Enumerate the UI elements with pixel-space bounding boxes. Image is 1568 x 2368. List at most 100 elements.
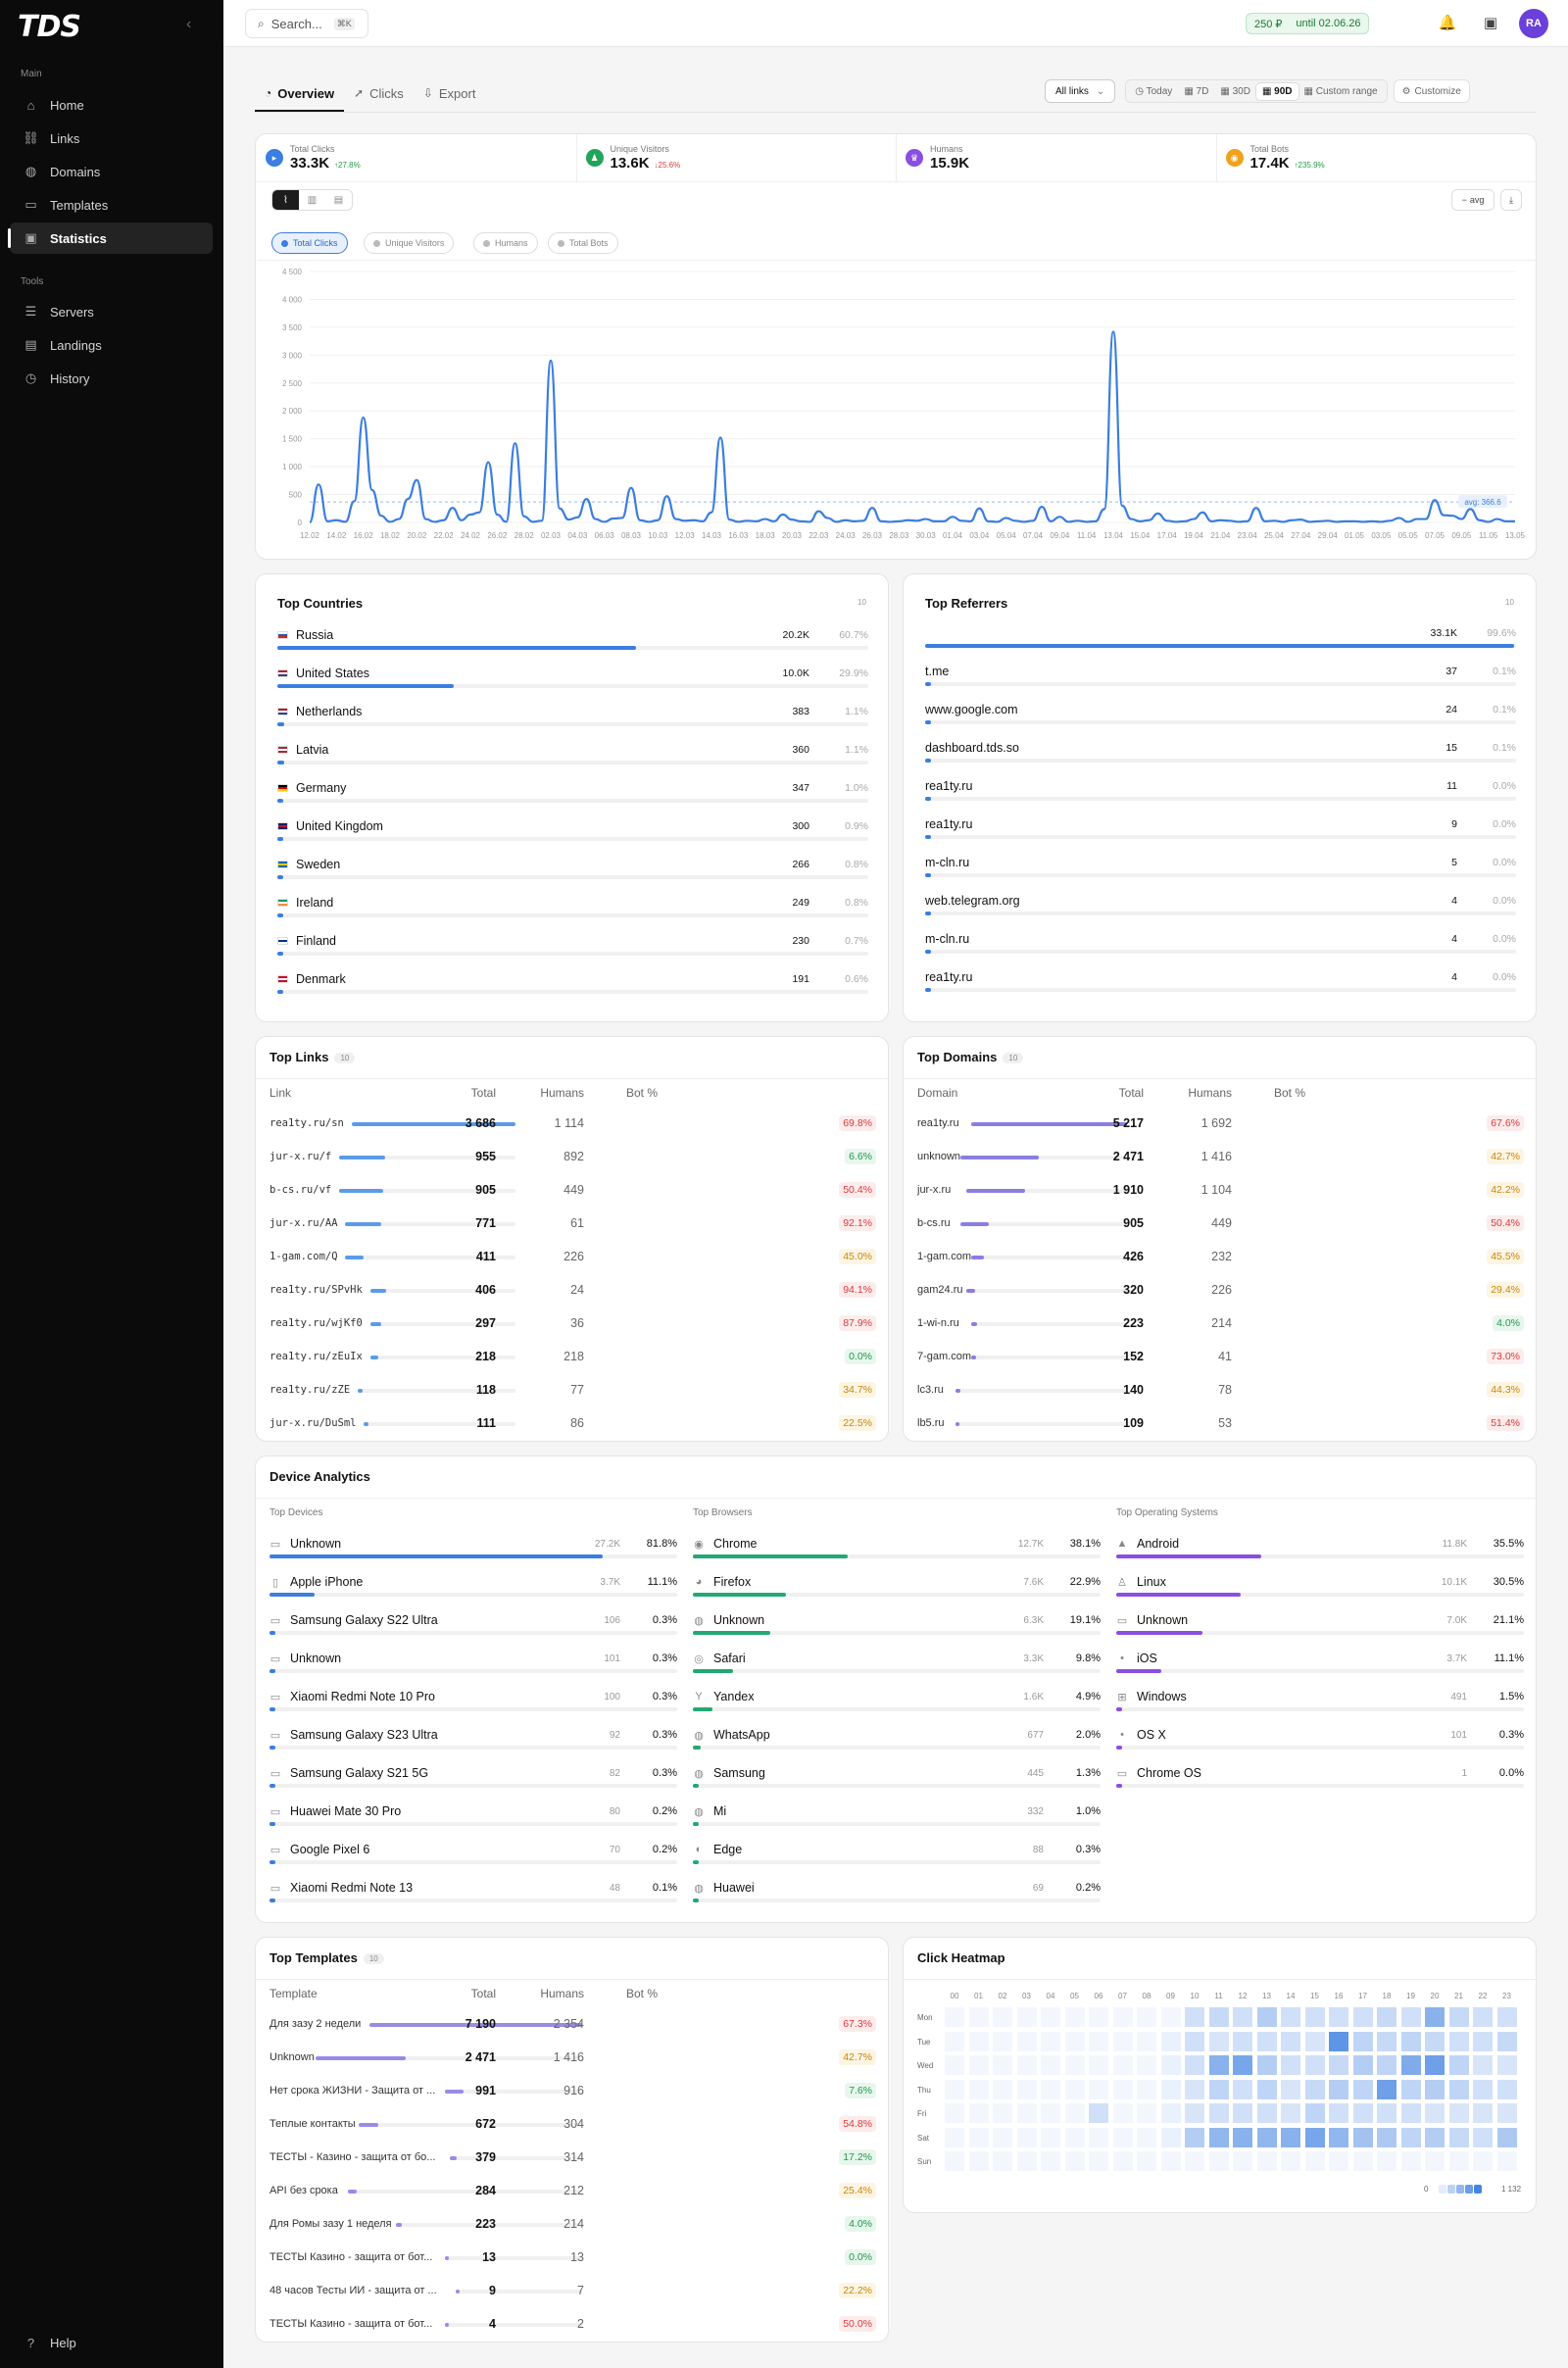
- sidebar-item-links[interactable]: ⛓ Links: [10, 123, 213, 154]
- period-7d[interactable]: ▦ 7D: [1178, 83, 1214, 100]
- heatmap-cell[interactable]: [1040, 2126, 1061, 2148]
- table-row[interactable]: Теплые контакты 672 304 54.8%: [256, 2108, 888, 2142]
- heatmap-cell[interactable]: [1280, 2006, 1301, 2028]
- heatmap-cell[interactable]: [1088, 2006, 1109, 2028]
- heatmap-cell[interactable]: [1399, 2078, 1422, 2100]
- heatmap-cell[interactable]: [1159, 2054, 1182, 2076]
- heatmap-cell[interactable]: [1063, 2102, 1086, 2124]
- list-item[interactable]: rea1ty.ru 11 0.0%: [925, 779, 1516, 817]
- heatmap-cell[interactable]: [1255, 2102, 1278, 2124]
- table-row[interactable]: unknown 2 471 1 416 42.7%: [904, 1141, 1536, 1174]
- wallet-icon[interactable]: ▣: [1483, 15, 1498, 31]
- heatmap-cell[interactable]: [1328, 2006, 1349, 2028]
- heatmap-cell[interactable]: [1136, 2030, 1157, 2052]
- heatmap-cell[interactable]: [1399, 2150, 1422, 2172]
- heatmap-cell[interactable]: [1303, 2126, 1326, 2148]
- heatmap-cell[interactable]: [1447, 2030, 1470, 2052]
- heatmap-cell[interactable]: [1207, 2150, 1230, 2172]
- list-item[interactable]: ◍ WhatsApp 677 2.0%: [693, 1728, 1101, 1766]
- list-item[interactable]: ◍ Mi 332 1.0%: [693, 1804, 1101, 1843]
- table-row[interactable]: rea1ty.ru/wjKf0 297 36 87.9%: [256, 1307, 888, 1341]
- heatmap-cell[interactable]: [1303, 2054, 1326, 2076]
- period-90d[interactable]: ▦ 90D: [1255, 82, 1298, 100]
- list-item[interactable]: ▭ Samsung Galaxy S21 5G 82 0.3%: [270, 1766, 677, 1804]
- heatmap-cell[interactable]: [1040, 2078, 1061, 2100]
- heatmap-cell[interactable]: [1351, 2030, 1374, 2052]
- list-item[interactable]: dashboard.tds.so 15 0.1%: [925, 741, 1516, 779]
- avatar[interactable]: RA: [1519, 9, 1548, 38]
- download-icon[interactable]: ⤓: [1500, 189, 1522, 211]
- table-row[interactable]: jur-x.ru 1 910 1 104 42.2%: [904, 1174, 1536, 1208]
- list-item[interactable]: ▯ Apple iPhone 3.7K 11.1%: [270, 1575, 677, 1613]
- brand-logo[interactable]: TDS: [18, 10, 81, 44]
- list-item[interactable]: ▭ Unknown 27.2K 81.8%: [270, 1537, 677, 1575]
- list-item[interactable]: t.me 37 0.1%: [925, 665, 1516, 703]
- list-item[interactable]: ▭ Xiaomi Redmi Note 13 48 0.1%: [270, 1881, 677, 1919]
- list-item[interactable]: ♙ Linux 10.1K 30.5%: [1116, 1575, 1524, 1613]
- table-row[interactable]: jur-x.ru/AA 771 61 92.1%: [256, 1208, 888, 1241]
- heatmap-cell[interactable]: [1351, 2078, 1374, 2100]
- heatmap-cell[interactable]: [1303, 2102, 1326, 2124]
- table-row[interactable]: ТЕСТЫ Казино - защита от бот... 4 2 50.0%: [256, 2308, 888, 2342]
- heatmap-cell[interactable]: [1184, 2006, 1205, 2028]
- heatmap-cell[interactable]: [1255, 2078, 1278, 2100]
- heatmap-cell[interactable]: [1472, 2030, 1494, 2052]
- heatmap-cell[interactable]: [1328, 2078, 1349, 2100]
- heatmap-cell[interactable]: [1399, 2102, 1422, 2124]
- heatmap-cell[interactable]: [1063, 2006, 1086, 2028]
- heatmap-cell[interactable]: [1447, 2126, 1470, 2148]
- heatmap-cell[interactable]: [1328, 2054, 1349, 2076]
- list-item[interactable]: ⊞ Windows 491 1.5%: [1116, 1690, 1524, 1728]
- heatmap-cell[interactable]: [1376, 2126, 1397, 2148]
- heatmap-cell[interactable]: [1232, 2030, 1253, 2052]
- heatmap-cell[interactable]: [1472, 2054, 1494, 2076]
- heatmap-cell[interactable]: [1472, 2006, 1494, 2028]
- balance-badge[interactable]: 250 ₽ until 02.06.26: [1246, 13, 1370, 34]
- heatmap-cell[interactable]: [967, 2030, 990, 2052]
- list-item[interactable]: ▭ Xiaomi Redmi Note 10 Pro 100 0.3%: [270, 1690, 677, 1728]
- heatmap-cell[interactable]: [967, 2150, 990, 2172]
- list-item[interactable]: ◍ Samsung 445 1.3%: [693, 1766, 1101, 1804]
- list-item[interactable]: Russia 20.2K 60.7%: [277, 628, 868, 666]
- list-item[interactable]: ▭ Chrome OS 1 0.0%: [1116, 1766, 1524, 1804]
- heatmap-cell[interactable]: [1255, 2006, 1278, 2028]
- list-item[interactable]: ▭ Unknown 7.0K 21.1%: [1116, 1613, 1524, 1652]
- table-row[interactable]: jur-x.ru/f 955 892 6.6%: [256, 1141, 888, 1174]
- heatmap-cell[interactable]: [1015, 2126, 1038, 2148]
- heatmap-cell[interactable]: [1376, 2030, 1397, 2052]
- heatmap-cell[interactable]: [1447, 2054, 1470, 2076]
- heatmap-cell[interactable]: [1111, 2054, 1134, 2076]
- heatmap-cell[interactable]: [944, 2126, 965, 2148]
- table-row[interactable]: Нет срока ЖИЗНИ - Защита от ... 991 916 7.6…: [256, 2075, 888, 2108]
- heatmap-cell[interactable]: [967, 2006, 990, 2028]
- heatmap-cell[interactable]: [1447, 2150, 1470, 2172]
- heatmap-cell[interactable]: [1088, 2078, 1109, 2100]
- heatmap-cell[interactable]: [1136, 2078, 1157, 2100]
- list-item[interactable]: ▭ Unknown 101 0.3%: [270, 1652, 677, 1690]
- list-item[interactable]: Germany 347 1.0%: [277, 781, 868, 819]
- heatmap-cell[interactable]: [1328, 2030, 1349, 2052]
- heatmap-cell[interactable]: [1184, 2054, 1205, 2076]
- table-row[interactable]: lb5.ru 109 53 51.4%: [904, 1407, 1536, 1441]
- heatmap-cell[interactable]: [1376, 2150, 1397, 2172]
- heatmap-cell[interactable]: [1063, 2078, 1086, 2100]
- heatmap-cell[interactable]: [1472, 2078, 1494, 2100]
- heatmap-cell[interactable]: [1184, 2030, 1205, 2052]
- heatmap-cell[interactable]: [1399, 2126, 1422, 2148]
- heatmap-cell[interactable]: [1472, 2102, 1494, 2124]
- sidebar-item-home[interactable]: ⌂ Home: [10, 89, 213, 121]
- table-row[interactable]: rea1ty.ru/sn 3 686 1 114 69.8%: [256, 1108, 888, 1141]
- table-row[interactable]: Для зазу 2 недели 7 190 2 354 67.3%: [256, 2008, 888, 2042]
- heatmap-cell[interactable]: [944, 2078, 965, 2100]
- heatmap-cell[interactable]: [1447, 2078, 1470, 2100]
- heatmap-cell[interactable]: [944, 2150, 965, 2172]
- heatmap-cell[interactable]: [1280, 2030, 1301, 2052]
- avg-toggle-button[interactable]: − avg: [1451, 189, 1494, 211]
- heatmap-cell[interactable]: [1328, 2126, 1349, 2148]
- table-row[interactable]: 1-wi-n.ru 223 214 4.0%: [904, 1307, 1536, 1341]
- heatmap-cell[interactable]: [1232, 2150, 1253, 2172]
- heatmap-cell[interactable]: [1159, 2150, 1182, 2172]
- list-item[interactable]: Y Yandex 1.6K 4.9%: [693, 1690, 1101, 1728]
- heatmap-cell[interactable]: [1495, 2102, 1518, 2124]
- list-item[interactable]: Denmark 191 0.6%: [277, 972, 868, 1011]
